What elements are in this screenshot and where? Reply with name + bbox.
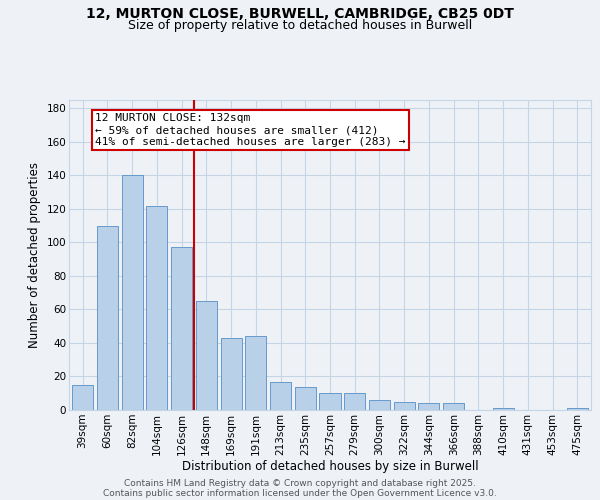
Text: 12, MURTON CLOSE, BURWELL, CAMBRIDGE, CB25 0DT: 12, MURTON CLOSE, BURWELL, CAMBRIDGE, CB…	[86, 8, 514, 22]
Text: Contains HM Land Registry data © Crown copyright and database right 2025.: Contains HM Land Registry data © Crown c…	[124, 478, 476, 488]
Bar	[493, 408, 514, 410]
Text: Contains public sector information licensed under the Open Government Licence v3: Contains public sector information licen…	[103, 488, 497, 498]
Bar	[394, 402, 415, 410]
X-axis label: Distribution of detached houses by size in Burwell: Distribution of detached houses by size …	[182, 460, 478, 473]
Y-axis label: Number of detached properties: Number of detached properties	[28, 162, 41, 348]
Bar	[270, 382, 291, 410]
Bar	[567, 408, 588, 410]
Bar	[443, 404, 464, 410]
Bar	[369, 400, 390, 410]
Text: 12 MURTON CLOSE: 132sqm
← 59% of detached houses are smaller (412)
41% of semi-d: 12 MURTON CLOSE: 132sqm ← 59% of detache…	[95, 114, 406, 146]
Bar	[97, 226, 118, 410]
Bar	[146, 206, 167, 410]
Text: Size of property relative to detached houses in Burwell: Size of property relative to detached ho…	[128, 18, 472, 32]
Bar	[319, 393, 341, 410]
Bar	[418, 404, 439, 410]
Bar	[196, 301, 217, 410]
Bar	[245, 336, 266, 410]
Bar	[295, 386, 316, 410]
Bar	[221, 338, 242, 410]
Bar	[171, 248, 192, 410]
Bar	[122, 176, 143, 410]
Bar	[344, 393, 365, 410]
Bar	[72, 385, 93, 410]
